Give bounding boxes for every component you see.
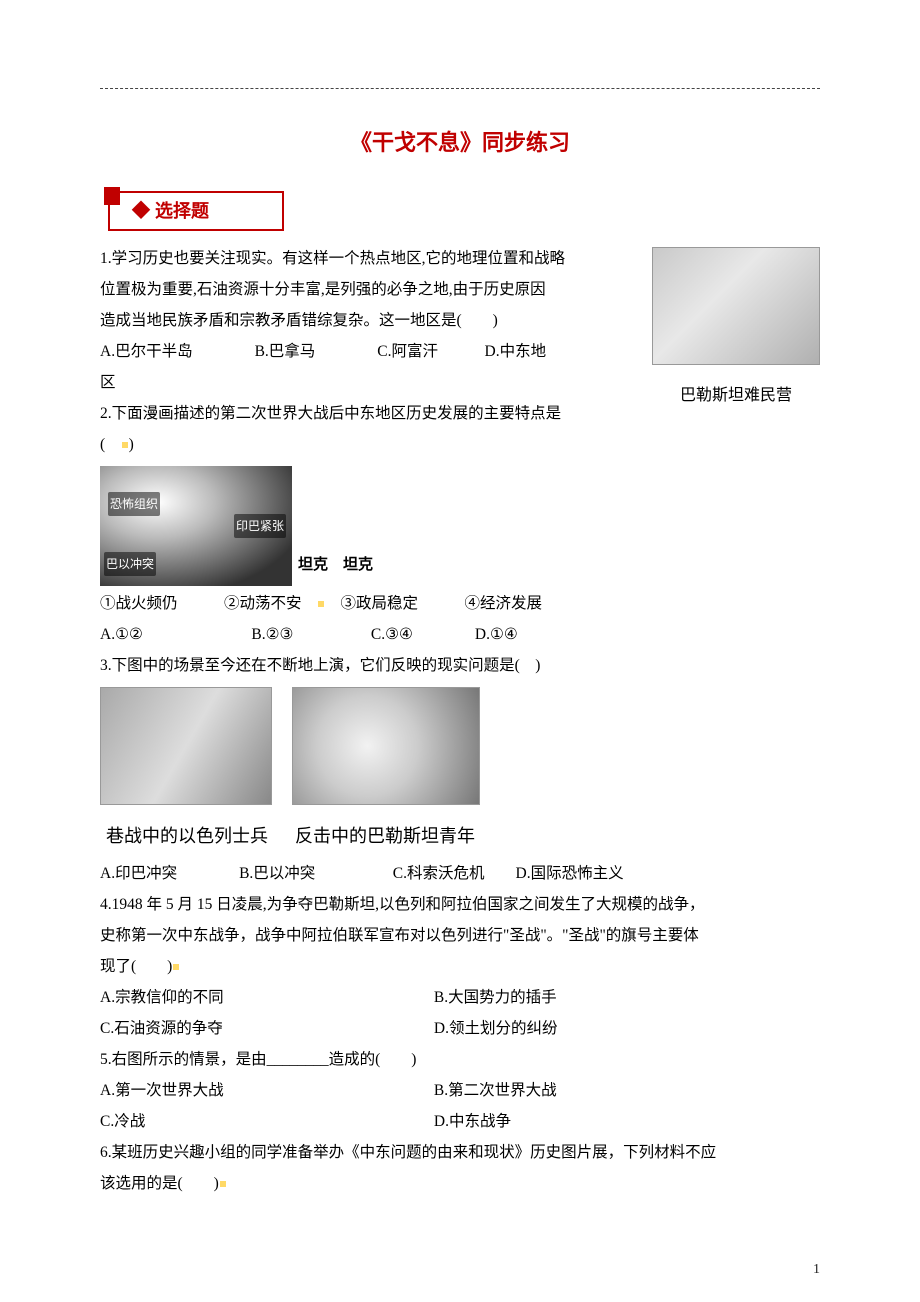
- caption-soldier: 巷战中的以色列士兵: [106, 826, 268, 846]
- document-title: 《干戈不息》同步练习: [100, 125, 820, 157]
- q2-items: ①战火频仍 ②动荡不安 ③政局稳定 ④经济发展: [100, 588, 820, 619]
- q6-line2: 该选用的是( ): [100, 1168, 820, 1199]
- q4-optC: C.石油资源的争夺: [100, 1013, 430, 1044]
- highlight-dot-icon: [318, 601, 324, 607]
- top-rule: [100, 88, 820, 89]
- image-israeli-soldier: [100, 687, 272, 805]
- q4-optD: D.领土划分的纠纷: [434, 1013, 558, 1044]
- cartoon-label-b: 印巴紧张: [234, 514, 286, 538]
- image-refugee-camp: [652, 247, 820, 365]
- page: 《干戈不息》同步练习 ◆ 选择题 巴勒斯坦难民营 1.学习历史也要关注现实。有这…: [0, 0, 920, 1302]
- q4-opts-row1: A.宗教信仰的不同 B.大国势力的插手: [100, 982, 820, 1013]
- q5-optD: D.中东战争: [434, 1106, 511, 1137]
- q4-line2: 史称第一次中东战争，战争中阿拉伯联军宣布对以色列进行"圣战"。"圣战"的旗号主要…: [100, 920, 820, 951]
- figure-cartoon: 恐怖组织 印巴紧张 巴以冲突 坦克 坦克: [100, 466, 820, 586]
- q3-opts: A.印巴冲突 B.巴以冲突 C.科索沃危机 D.国际恐怖主义: [100, 858, 820, 889]
- cartoon-tank-label: 坦克 坦克: [292, 550, 373, 586]
- content-body: 巴勒斯坦难民营 1.学习历史也要关注现实。有这样一个热点地区,它的地理位置和战略…: [100, 243, 820, 1199]
- q2-line2: ( ): [100, 429, 820, 460]
- q5-optC: C.冷战: [100, 1106, 430, 1137]
- q5-optB: B.第二次世界大战: [434, 1075, 557, 1106]
- highlight-dot-icon: [173, 964, 179, 970]
- q5-stem: 5.右图所示的情景，是由________造成的( ): [100, 1044, 820, 1075]
- q5-optA: A.第一次世界大战: [100, 1075, 430, 1106]
- section-heading-box: ◆ 选择题: [108, 191, 284, 231]
- figure-pair: [100, 687, 820, 816]
- highlight-dot-icon: [122, 442, 128, 448]
- pair-captions: 巷战中的以色列士兵 反击中的巴勒斯坦青年: [106, 818, 820, 854]
- figure-refugee-camp: 巴勒斯坦难民营: [652, 247, 820, 412]
- section-heading-label: ◆ 选择题: [110, 193, 282, 229]
- q3-stem: 3.下图中的场景至今还在不断地上演，它们反映的现实问题是( ): [100, 650, 820, 681]
- q6-line1: 6.某班历史兴趣小组的同学准备举办《中东问题的由来和现状》历史图片展，下列材料不…: [100, 1137, 820, 1168]
- q5-opts-row2: C.冷战 D.中东战争: [100, 1106, 820, 1137]
- page-number: 1: [813, 1262, 820, 1278]
- section-tab-decor: [104, 187, 120, 205]
- q2-opts: A.①② B.②③ C.③④ D.①④: [100, 619, 820, 650]
- q5-opts-row1: A.第一次世界大战 B.第二次世界大战: [100, 1075, 820, 1106]
- q4-opts-row2: C.石油资源的争夺 D.领土划分的纠纷: [100, 1013, 820, 1044]
- highlight-dot-icon: [220, 1181, 226, 1187]
- q4-optA: A.宗教信仰的不同: [100, 982, 430, 1013]
- caption-youth: 反击中的巴勒斯坦青年: [295, 826, 475, 846]
- q4-line1: 4.1948 年 5 月 15 日凌晨,为争夺巴勒斯坦,以色列和阿拉伯国家之间发…: [100, 889, 820, 920]
- caption-refugee-camp: 巴勒斯坦难民营: [652, 380, 820, 412]
- q4-line3: 现了( ): [100, 951, 820, 982]
- cartoon-label-a: 恐怖组织: [108, 492, 160, 516]
- cartoon-label-c: 巴以冲突: [104, 552, 156, 576]
- image-palestinian-youth: [292, 687, 480, 805]
- image-cartoon: 恐怖组织 印巴紧张 巴以冲突: [100, 466, 292, 586]
- q4-optB: B.大国势力的插手: [434, 982, 557, 1013]
